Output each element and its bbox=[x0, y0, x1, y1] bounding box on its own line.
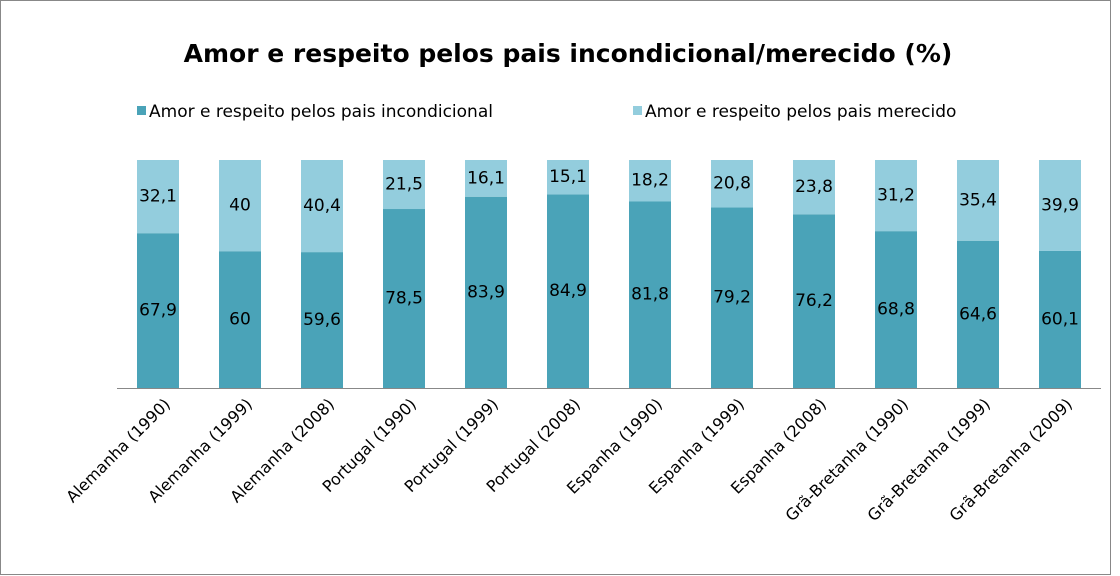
bar-segment bbox=[547, 194, 589, 388]
bar-segment bbox=[875, 231, 917, 388]
bar-segment bbox=[137, 233, 179, 388]
bar-segment bbox=[793, 214, 835, 388]
bar-segment bbox=[957, 240, 999, 388]
bar-segment bbox=[301, 252, 343, 388]
data-label: 18,2 bbox=[631, 171, 669, 191]
data-label: 32,1 bbox=[139, 187, 177, 207]
data-label: 76,2 bbox=[795, 291, 833, 311]
data-label: 81,8 bbox=[631, 285, 669, 305]
legend-swatch bbox=[137, 106, 146, 115]
bar-segment bbox=[301, 160, 343, 253]
bar-segment bbox=[793, 160, 835, 215]
bar-segment bbox=[629, 160, 671, 202]
data-label: 40 bbox=[229, 196, 251, 216]
bar-segment bbox=[465, 196, 507, 388]
data-label: 16,1 bbox=[467, 168, 505, 188]
bar-segment bbox=[547, 160, 589, 195]
data-label: 67,9 bbox=[139, 301, 177, 321]
bar-segment bbox=[1039, 160, 1081, 251]
data-label: 21,5 bbox=[385, 175, 423, 195]
bar-segment bbox=[383, 209, 425, 388]
legend-label: Amor e respeito pelos pais merecido bbox=[645, 102, 956, 122]
bar-segment bbox=[219, 251, 261, 388]
bar-segment bbox=[957, 160, 999, 241]
bar-segment bbox=[219, 160, 261, 252]
data-label: 15,1 bbox=[549, 167, 587, 187]
chart-title: Amor e respeito pelos pais incondicional… bbox=[184, 39, 953, 68]
data-label: 60,1 bbox=[1041, 309, 1079, 329]
bar-segment bbox=[711, 160, 753, 208]
bar-segment bbox=[383, 160, 425, 210]
data-label: 78,5 bbox=[385, 289, 423, 309]
data-label: 39,9 bbox=[1041, 195, 1079, 215]
data-label: 40,4 bbox=[303, 196, 341, 216]
data-label: 64,6 bbox=[959, 304, 997, 324]
legend-label: Amor e respeito pelos pais incondicional bbox=[149, 102, 493, 122]
data-label: 84,9 bbox=[549, 281, 587, 301]
data-label: 59,6 bbox=[303, 310, 341, 330]
data-label: 68,8 bbox=[877, 300, 915, 320]
data-label: 23,8 bbox=[795, 177, 833, 197]
data-label: 20,8 bbox=[713, 174, 751, 194]
legend-swatch bbox=[633, 106, 642, 115]
data-label: 79,2 bbox=[713, 288, 751, 308]
bar-segment bbox=[875, 160, 917, 232]
bar-segment bbox=[137, 160, 179, 234]
data-label: 35,4 bbox=[959, 190, 997, 210]
bar-segment bbox=[465, 160, 507, 197]
data-label: 83,9 bbox=[467, 282, 505, 302]
data-label: 31,2 bbox=[877, 186, 915, 206]
bar-segment bbox=[629, 201, 671, 388]
data-label: 60 bbox=[229, 310, 251, 330]
bar-segment bbox=[1039, 250, 1081, 388]
bar-segment bbox=[711, 207, 753, 388]
